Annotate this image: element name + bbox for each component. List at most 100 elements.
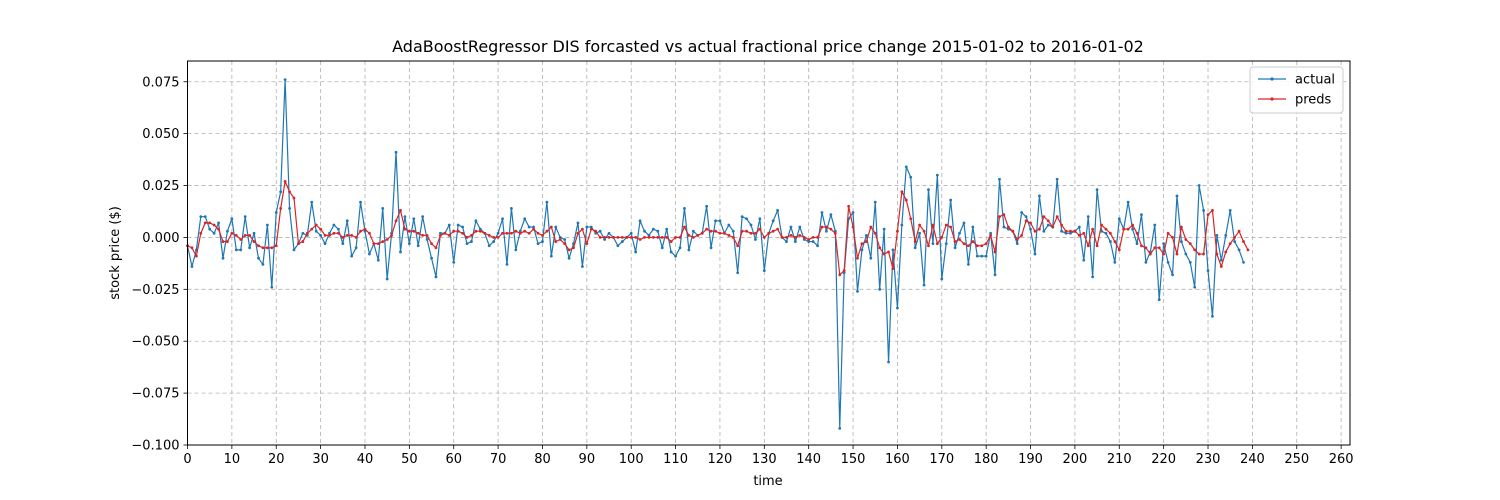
data-point-preds xyxy=(612,236,615,239)
data-point-preds xyxy=(594,229,598,233)
data-point-preds xyxy=(403,227,407,231)
data-point-actual xyxy=(514,248,518,252)
data-point-preds xyxy=(776,227,780,231)
data-point-actual xyxy=(399,250,402,254)
data-point-preds xyxy=(1237,229,1241,233)
data-point-preds xyxy=(864,240,868,243)
data-point-actual xyxy=(1029,227,1032,231)
x-tick-label: 190 xyxy=(1018,452,1043,467)
data-point-preds xyxy=(328,233,331,237)
data-point-actual xyxy=(1135,242,1139,246)
data-point-preds xyxy=(727,233,731,237)
data-point-actual xyxy=(678,246,682,250)
data-point-preds xyxy=(802,236,806,239)
data-point-preds xyxy=(363,227,367,231)
data-point-preds xyxy=(780,236,784,239)
data-point-actual xyxy=(771,219,775,223)
data-point-actual xyxy=(811,240,815,243)
data-point-preds xyxy=(297,242,300,246)
data-point-actual xyxy=(656,229,660,233)
data-point-actual xyxy=(1126,200,1130,204)
data-point-preds xyxy=(771,229,775,233)
data-point-preds xyxy=(709,229,713,233)
data-point-actual xyxy=(1060,229,1063,233)
data-point-actual xyxy=(634,250,638,254)
data-point-actual xyxy=(190,265,194,268)
data-point-actual xyxy=(421,215,425,219)
y-axis-ticks: −0.100 −0.075 −0.050 −0.025 0.000 0.025 0.050 0… xyxy=(131,75,188,454)
data-point-actual xyxy=(900,223,904,227)
data-point-actual xyxy=(762,269,766,273)
data-point-preds xyxy=(474,229,478,233)
data-point-preds xyxy=(736,244,740,248)
data-point-preds xyxy=(1193,248,1197,252)
data-point-actual xyxy=(935,173,939,177)
data-point-actual xyxy=(669,250,673,254)
data-point-actual xyxy=(913,246,917,250)
data-point-actual xyxy=(785,240,788,243)
data-point-preds xyxy=(931,223,935,227)
data-point-preds xyxy=(1117,248,1121,252)
data-point-actual xyxy=(523,217,527,221)
data-point-preds xyxy=(354,236,358,239)
data-point-actual xyxy=(1166,260,1170,264)
data-point-actual xyxy=(714,219,717,223)
data-point-actual xyxy=(381,206,385,210)
data-point-preds xyxy=(483,231,487,235)
data-point-preds xyxy=(971,240,975,243)
data-point-preds xyxy=(975,244,979,248)
data-point-actual xyxy=(829,213,833,217)
data-point-preds xyxy=(665,236,669,239)
data-point-actual xyxy=(971,225,975,229)
data-point-actual xyxy=(860,248,864,252)
data-point-preds xyxy=(629,236,633,239)
data-point-preds xyxy=(443,231,447,235)
data-point-actual xyxy=(665,227,669,231)
data-point-actual xyxy=(478,227,482,231)
data-point-actual xyxy=(407,242,411,246)
data-point-preds xyxy=(301,240,305,243)
x-tick-label: 250 xyxy=(1284,452,1309,467)
data-point-preds xyxy=(789,233,793,237)
data-point-actual xyxy=(1086,215,1090,219)
data-point-preds xyxy=(430,242,433,246)
data-point-preds xyxy=(1046,219,1050,223)
data-point-actual xyxy=(541,240,544,243)
data-point-actual xyxy=(1171,273,1174,277)
data-point-actual xyxy=(740,215,744,219)
data-point-actual xyxy=(816,244,819,248)
data-point-actual xyxy=(975,254,979,258)
data-point-actual xyxy=(616,244,620,248)
data-point-preds xyxy=(1219,265,1223,268)
data-point-actual xyxy=(691,229,695,233)
data-point-preds xyxy=(909,217,913,221)
data-point-actual xyxy=(1211,314,1214,318)
data-point-preds xyxy=(984,242,988,246)
data-point-actual xyxy=(660,246,664,250)
data-point-actual xyxy=(1202,209,1205,212)
data-point-preds xyxy=(1024,219,1028,223)
data-point-preds xyxy=(270,246,274,250)
data-point-actual xyxy=(434,275,438,279)
data-point-actual xyxy=(1175,194,1179,198)
data-point-actual xyxy=(403,215,407,219)
x-tick-label: 160 xyxy=(885,452,910,467)
data-point-actual xyxy=(239,248,243,252)
data-point-preds xyxy=(718,231,722,235)
data-point-actual xyxy=(1153,223,1157,227)
data-point-preds xyxy=(532,227,535,231)
data-point-preds xyxy=(900,190,904,194)
data-point-preds xyxy=(714,229,717,233)
data-point-actual xyxy=(887,360,890,364)
data-point-preds xyxy=(1224,250,1228,254)
data-point-preds xyxy=(1020,233,1024,237)
data-point-actual xyxy=(674,254,677,258)
y-tick-label: −0.025 xyxy=(131,283,179,298)
data-point-preds xyxy=(265,246,269,250)
data-point-preds xyxy=(252,240,256,243)
data-point-actual xyxy=(1077,225,1081,229)
data-point-preds xyxy=(833,231,837,235)
data-point-actual xyxy=(1188,260,1192,264)
data-point-preds xyxy=(323,233,327,237)
data-point-preds xyxy=(439,233,442,237)
